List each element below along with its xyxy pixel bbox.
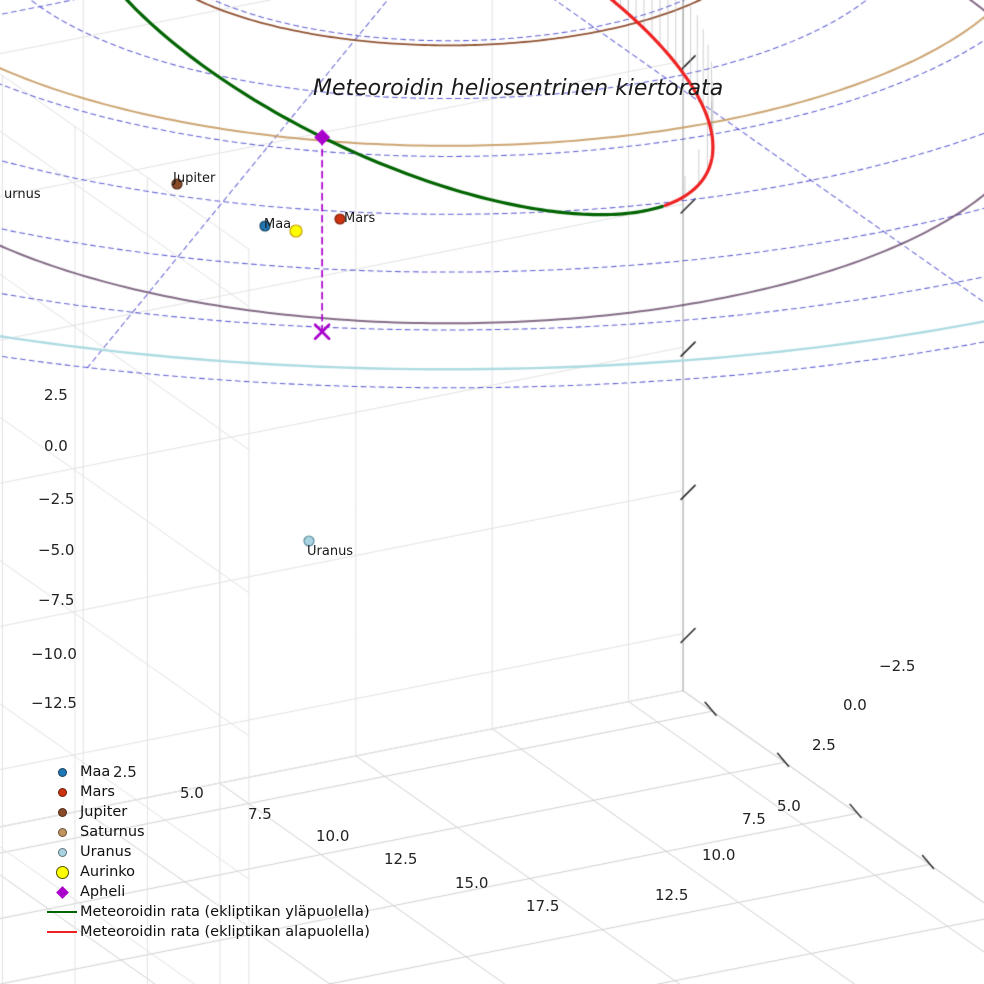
z-tick-label-0: 2.5 — [44, 386, 68, 404]
legend-item-label: Meteoroidin rata (ekliptikan alapuolella… — [80, 924, 370, 940]
legend: Maa Mars Jupiter Saturnus Uranus Aurinko Aphel… — [44, 762, 374, 942]
legend-dot-marker-icon — [57, 827, 67, 837]
y-tick-label-1: 0.0 — [843, 696, 867, 714]
legend-line-key — [44, 931, 80, 933]
x-tick-label-1: 5.0 — [180, 784, 204, 802]
legend-item-jupiter[interactable]: Jupiter — [44, 802, 374, 822]
y-tick-label-6: 12.5 — [655, 886, 689, 904]
z-tick-label-5: −10.0 — [31, 645, 77, 663]
x-tick-label-6: 17.5 — [526, 897, 560, 915]
legend-dot-key — [44, 827, 80, 837]
legend-dot-key — [44, 807, 80, 817]
y-tick-label-4: 7.5 — [742, 810, 766, 828]
legend-diamond-key — [44, 885, 80, 899]
z-tick-label-3: −5.0 — [38, 541, 75, 559]
z-tick-label-1: 0.0 — [44, 437, 68, 455]
legend-item-label: Apheli — [80, 884, 126, 900]
legend-item-label: Jupiter — [80, 804, 128, 820]
legend-dot-key — [44, 767, 80, 777]
x-tick-label-2: 7.5 — [248, 805, 272, 823]
legend-line-swatch-icon — [47, 931, 77, 933]
saturnus-body-label: urnus — [4, 187, 41, 202]
legend-item-label: Maa — [80, 764, 111, 780]
legend-item-label: Aurinko — [80, 864, 136, 880]
legend-dot-marker-icon — [57, 767, 67, 777]
y-tick-label-2: 2.5 — [812, 736, 836, 754]
x-tick-label-3: 10.0 — [316, 827, 350, 845]
legend-item-uranus[interactable]: Uranus — [44, 842, 374, 862]
x-tick-label-4: 12.5 — [384, 850, 418, 868]
maa-body-label: Maa — [264, 217, 292, 232]
y-tick-label-3: 5.0 — [777, 797, 801, 815]
z-tick-label-2: −2.5 — [38, 490, 75, 508]
legend-item-mars[interactable]: Mars — [44, 782, 374, 802]
legend-item-aurinko[interactable]: Aurinko — [44, 862, 374, 882]
legend-line-key — [44, 911, 80, 913]
legend-item-meteoroidin[interactable]: Meteoroidin rata (ekliptikan alapuolella… — [44, 922, 374, 942]
legend-diamond-marker-icon — [55, 885, 69, 899]
legend-dot-marker-icon — [57, 847, 67, 857]
legend-item-label: Mars — [80, 784, 115, 800]
mars-body-label: Mars — [344, 211, 376, 226]
page-title: Meteoroidin heliosentrinen kiertorata — [313, 76, 724, 101]
uranus-body-label: Uranus — [307, 544, 354, 559]
legend-dot-marker-icon — [55, 865, 69, 879]
legend-item-apheli[interactable]: Apheli — [44, 882, 374, 902]
y-tick-label-5: 10.0 — [702, 846, 736, 864]
legend-dot-marker-icon — [57, 807, 67, 817]
legend-item-saturnus[interactable]: Saturnus — [44, 822, 374, 842]
z-tick-label-4: −7.5 — [38, 591, 75, 609]
legend-item-label: Saturnus — [80, 824, 145, 840]
jupiter-body-label: Jupiter — [173, 171, 216, 186]
z-tick-label-6: −12.5 — [31, 694, 77, 712]
legend-line-swatch-icon — [47, 911, 77, 913]
legend-dot-key — [44, 865, 80, 879]
x-tick-label-0: 2.5 — [113, 763, 137, 781]
legend-item-label: Meteoroidin rata (ekliptikan yläpuolella… — [80, 904, 370, 920]
x-tick-label-5: 15.0 — [455, 874, 489, 892]
legend-item-label: Uranus — [80, 844, 132, 860]
legend-item-meteoroidin[interactable]: Meteoroidin rata (ekliptikan yläpuolella… — [44, 902, 374, 922]
legend-dot-marker-icon — [57, 787, 67, 797]
legend-dot-key — [44, 787, 80, 797]
legend-item-maa[interactable]: Maa — [44, 762, 374, 782]
legend-dot-key — [44, 847, 80, 857]
y-tick-label-0: −2.5 — [879, 657, 916, 675]
